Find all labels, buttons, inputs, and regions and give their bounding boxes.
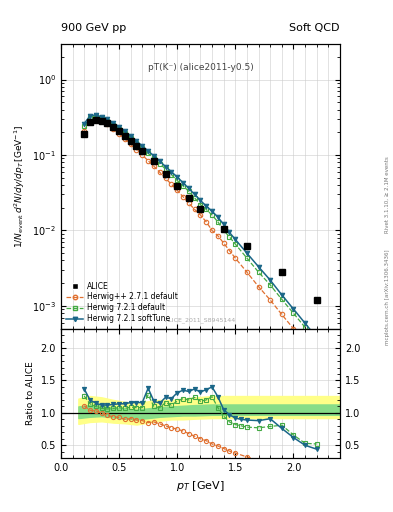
Text: mcplots.cern.ch [arXiv:1306.3436]: mcplots.cern.ch [arXiv:1306.3436]	[385, 249, 389, 345]
X-axis label: $p_T$ [GeV]: $p_T$ [GeV]	[176, 479, 225, 493]
Text: 900 GeV pp: 900 GeV pp	[61, 23, 126, 33]
Text: Rivet 3.1.10, ≥ 2.1M events: Rivet 3.1.10, ≥ 2.1M events	[385, 156, 389, 233]
Text: pT(K⁻) (alice2011-y0.5): pT(K⁻) (alice2011-y0.5)	[147, 63, 253, 73]
Y-axis label: Ratio to ALICE: Ratio to ALICE	[26, 361, 35, 425]
Legend: ALICE, Herwig++ 2.7.1 default, Herwig 7.2.1 default, Herwig 7.2.1 softTune: ALICE, Herwig++ 2.7.1 default, Herwig 7.…	[65, 280, 179, 325]
Y-axis label: $1/N_{\rm event}\,d^2N/dy/dp_T\,[{\rm GeV}^{-1}]$: $1/N_{\rm event}\,d^2N/dy/dp_T\,[{\rm Ge…	[12, 124, 26, 248]
Text: ALICE_2011_S8945144: ALICE_2011_S8945144	[165, 317, 236, 323]
Text: Soft QCD: Soft QCD	[290, 23, 340, 33]
